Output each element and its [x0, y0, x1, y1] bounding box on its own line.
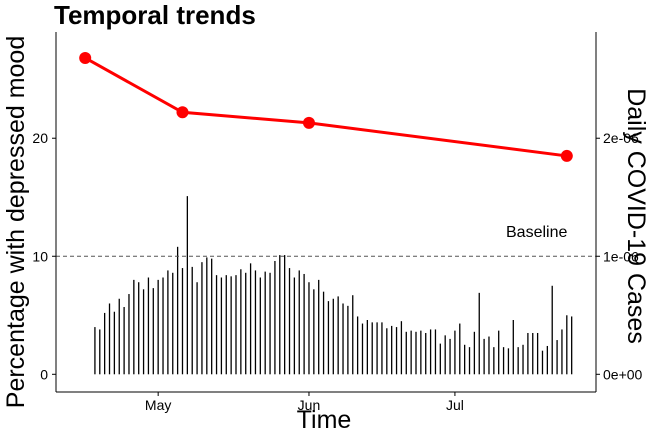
right-y-tick-label: 0e+00 [603, 366, 643, 382]
mood-point [79, 51, 92, 64]
left-y-tick-label: 0 [40, 366, 48, 382]
left-y-tick-label: 10 [32, 248, 48, 264]
mood-point [302, 116, 315, 129]
x-axis-title: Time [297, 406, 352, 434]
right-y-ticks: 0e+00 1e-06 2e-06 [596, 130, 643, 382]
right-y-axis-title: Daily COVID-19 Cases [622, 88, 650, 344]
mood-point [176, 106, 189, 119]
baseline-annotation: Baseline [506, 224, 567, 241]
x-tick-label: Jul [446, 397, 464, 413]
left-y-tick-label: 20 [32, 130, 48, 146]
mood-line [79, 51, 573, 162]
left-y-axis-title: Percentage with depressed mood [2, 36, 30, 408]
chart-title: Temporal trends [54, 0, 256, 30]
x-tick-label: May [145, 397, 171, 413]
mood-point [560, 149, 573, 162]
x-ticks: May Jun Jul [145, 392, 464, 413]
left-y-ticks: 0 10 20 [32, 130, 56, 382]
right-y-tick-label: 2e-06 [603, 130, 639, 146]
right-y-tick-label: 1e-06 [603, 248, 639, 264]
mood-series-line [84, 56, 568, 158]
x-tick-label: Jun [298, 397, 321, 413]
cases-bars [94, 196, 573, 375]
